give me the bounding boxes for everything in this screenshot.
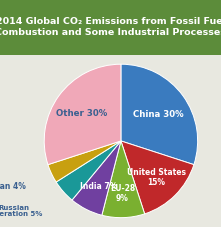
Text: Other 30%: Other 30%	[56, 109, 107, 118]
Wedge shape	[44, 65, 121, 165]
Wedge shape	[102, 141, 145, 218]
Wedge shape	[121, 65, 198, 165]
Text: China 30%: China 30%	[133, 110, 183, 119]
Text: EU-28
9%: EU-28 9%	[110, 183, 135, 202]
Text: India 7%: India 7%	[80, 181, 117, 190]
Text: 2014 Global CO₂ Emissions from Fossil Fuel
Combustion and Some Industrial Proces: 2014 Global CO₂ Emissions from Fossil Fu…	[0, 17, 221, 37]
Wedge shape	[72, 141, 121, 215]
Wedge shape	[48, 141, 121, 182]
Text: Russian
Federation 5%: Russian Federation 5%	[0, 204, 43, 216]
Text: Japan 4%: Japan 4%	[0, 181, 27, 190]
Text: United States
15%: United States 15%	[127, 167, 186, 186]
Wedge shape	[56, 141, 121, 200]
Wedge shape	[121, 141, 194, 214]
